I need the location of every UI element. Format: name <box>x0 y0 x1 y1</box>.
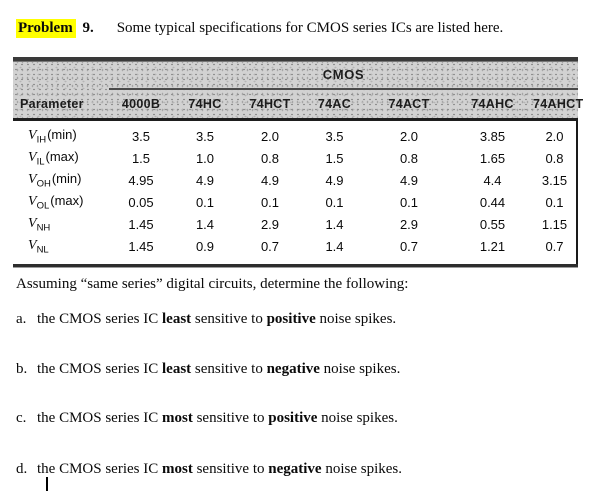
table-row-vol-max: VOL(max) 0.05 0.1 0.1 0.1 0.1 0.44 0.1 <box>13 191 576 213</box>
cell-value: 0.1 <box>545 194 564 210</box>
cell-value: 0.8 <box>545 150 564 166</box>
col-header-74hc: 74HC <box>188 96 222 111</box>
cell-value: 2.0 <box>260 128 280 144</box>
param-label-vnl: VNL <box>28 237 49 256</box>
problem-title: Problem 9. Some typical specifications fo… <box>16 19 504 38</box>
question-text: the CMOS series IC least sensitive to po… <box>37 311 397 327</box>
param-label-vil: VIL(max) <box>28 148 79 168</box>
cell-value: 0.1 <box>260 194 280 210</box>
cell-value: 0.1 <box>195 194 215 210</box>
cell-value: 3.85 <box>479 128 506 144</box>
cell-value: 1.45 <box>128 238 154 254</box>
question-text: the CMOS series IC least sensitive to ne… <box>37 361 401 377</box>
param-label-vol: VOL(max) <box>28 192 84 212</box>
cell-value: 1.4 <box>195 216 215 232</box>
col-header-74ahct: 74AHCT <box>533 96 584 111</box>
cell-value: 4.95 <box>128 172 154 188</box>
param-label-vnh: VNH <box>28 215 51 234</box>
cell-value: 2.0 <box>545 128 564 144</box>
table-body: VIH(min) 3.5 3.5 2.0 3.5 2.0 3.85 2.0 VI… <box>13 121 578 264</box>
param-label-voh: VOH(min) <box>28 170 82 190</box>
cell-value: 2.9 <box>260 216 280 232</box>
cell-value: 0.9 <box>195 238 215 254</box>
assumption-text: Assuming “same series” digital circuits,… <box>16 276 409 292</box>
cell-value: 1.0 <box>195 150 215 166</box>
text-cursor <box>46 477 48 491</box>
cell-value: 3.5 <box>325 128 344 144</box>
cell-value: 0.8 <box>399 150 419 166</box>
group-header-cmos: CMOS <box>109 61 578 90</box>
cell-value: 3.5 <box>195 128 215 144</box>
problem-highlight: Problem <box>16 19 76 38</box>
cell-value: 4.9 <box>260 172 280 188</box>
col-header-74hct: 74HCT <box>249 96 291 111</box>
cell-value: 3.5 <box>131 128 151 144</box>
table-row-vnh: VNH 1.45 1.4 2.9 1.4 2.9 0.55 1.15 <box>13 213 576 235</box>
cell-value: 0.7 <box>399 238 419 254</box>
table-top-rule <box>13 57 578 62</box>
question-item-d: d. the CMOS series IC most sensitive to n… <box>16 461 402 478</box>
cell-value: 1.5 <box>325 150 344 166</box>
col-header-parameter: Parameter <box>20 96 84 111</box>
cell-value: 0.1 <box>325 194 344 210</box>
cell-value: 1.4 <box>325 216 344 232</box>
table-bottom-rule <box>13 264 578 268</box>
question-label: d. <box>16 461 28 477</box>
cell-value: 4.4 <box>483 172 502 188</box>
param-label-vih: VIH(min) <box>28 126 77 146</box>
cell-value: 1.15 <box>541 216 568 232</box>
question-label: b. <box>16 361 28 377</box>
problem-number: 9. <box>78 20 94 36</box>
cell-value: 0.44 <box>479 194 506 210</box>
cell-value: 4.9 <box>195 172 215 188</box>
question-text: the CMOS series IC most sensitive to pos… <box>37 410 398 426</box>
group-header-spacer <box>13 62 109 89</box>
question-label: c. <box>16 410 27 426</box>
cell-value: 1.21 <box>479 238 506 254</box>
cell-value: 0.55 <box>479 216 506 232</box>
table-row-vih-min: VIH(min) 3.5 3.5 2.0 3.5 2.0 3.85 2.0 <box>13 125 576 147</box>
cell-value: 2.0 <box>399 128 419 144</box>
cell-value: 4.9 <box>325 172 344 188</box>
cell-value: 1.65 <box>479 150 506 166</box>
cell-value: 4.9 <box>399 172 419 188</box>
col-header-74ahc: 74AHC <box>471 96 514 111</box>
cell-value: 3.15 <box>541 172 568 188</box>
cmos-spec-table: CMOS Parameter 4000B 74HC 74HCT 74AC 74A… <box>13 57 583 268</box>
col-header-74act: 74ACT <box>388 96 430 111</box>
question-item-c: c. the CMOS series IC most sensitive to p… <box>16 410 398 427</box>
col-header-4000b: 4000B <box>121 96 161 111</box>
cell-value: 0.7 <box>260 238 280 254</box>
table-header-rule <box>13 118 578 121</box>
table-column-header-row: Parameter 4000B 74HC 74HCT 74AC 74ACT 74… <box>13 89 583 118</box>
question-text: the CMOS series IC most sensitive to neg… <box>37 461 402 477</box>
question-item-b: b. the CMOS series IC least sensitive to … <box>16 361 400 378</box>
table-row-voh-min: VOH(min) 4.95 4.9 4.9 4.9 4.9 4.4 3.15 <box>13 169 576 191</box>
table-row-vnl: VNL 1.45 0.9 0.7 1.4 0.7 1.21 0.7 <box>13 235 576 257</box>
question-item-a: a. the CMOS series IC least sensitive to … <box>16 311 396 328</box>
question-label: a. <box>16 311 27 327</box>
cell-value: 0.1 <box>399 194 419 210</box>
cell-value: 1.5 <box>131 150 151 166</box>
cell-value: 0.05 <box>128 194 154 210</box>
cell-value: 1.45 <box>128 216 154 232</box>
table-header: CMOS Parameter 4000B 74HC 74HCT 74AC 74A… <box>13 61 583 118</box>
cell-value: 0.8 <box>260 150 280 166</box>
table-group-header-row: CMOS <box>13 61 578 90</box>
problem-statement: Some typical specifications for CMOS ser… <box>116 20 504 36</box>
cell-value: 1.4 <box>325 238 344 254</box>
cell-value: 2.9 <box>399 216 419 232</box>
table-row-vil-max: VIL(max) 1.5 1.0 0.8 1.5 0.8 1.65 0.8 <box>13 147 576 169</box>
col-header-74ac: 74AC <box>317 96 352 111</box>
cell-value: 0.7 <box>545 238 564 254</box>
